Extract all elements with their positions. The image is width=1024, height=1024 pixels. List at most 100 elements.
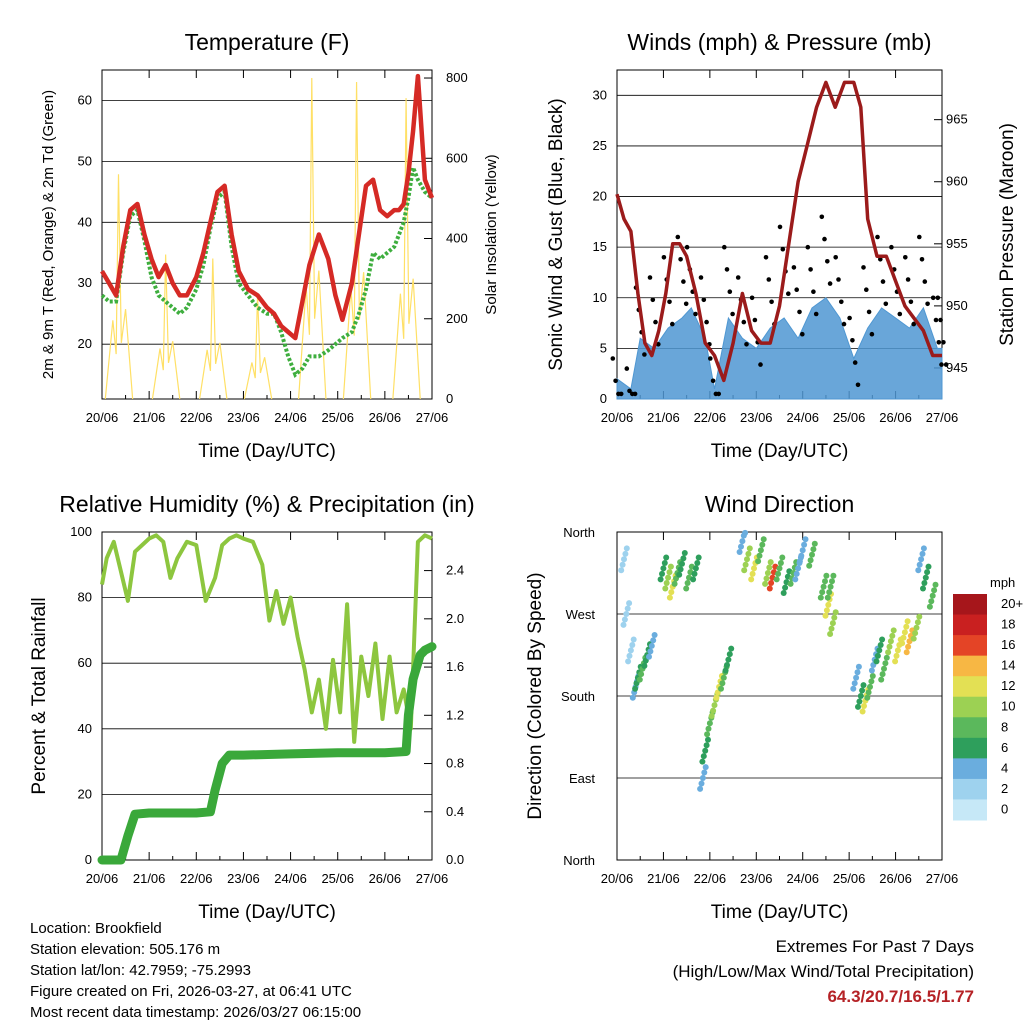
direction-point (625, 658, 632, 665)
gust-point (698, 275, 704, 280)
gust-point (905, 277, 911, 282)
gust-point (684, 244, 690, 250)
gust-point (861, 265, 866, 270)
humidity-ytick-label: 60 (78, 655, 92, 670)
direction-point (694, 560, 701, 566)
gust-point (724, 267, 730, 272)
direction-point (868, 678, 875, 685)
gust-point (819, 214, 825, 220)
direction-point (822, 612, 829, 619)
direction-point (918, 556, 925, 563)
direction-point (855, 663, 862, 670)
direction-point (671, 580, 678, 587)
gust-point (941, 340, 946, 345)
direction-point (881, 665, 887, 672)
direction-point (913, 624, 920, 631)
direction-point (699, 775, 706, 781)
colorbar-swatch (953, 717, 987, 739)
direction-point (684, 580, 691, 586)
colorbar-label: 16 (1001, 637, 1015, 652)
gust-point (647, 275, 653, 280)
extremes-box: Extremes For Past 7 Days (High/Low/Max W… (673, 934, 974, 1009)
gust-point (943, 362, 949, 367)
colorbar-label: 0 (1001, 801, 1008, 816)
gust-point (749, 295, 755, 301)
direction-point (680, 555, 687, 562)
direction-xtick-label: 21/06 (647, 871, 680, 886)
winds-xtick-label: 21/06 (647, 410, 680, 425)
direction-point (623, 545, 630, 552)
direction-point (861, 703, 867, 709)
direction-point (626, 652, 633, 659)
direction-xtick-label: 23/06 (740, 871, 773, 886)
winds-xtick-label: 24/06 (786, 410, 819, 425)
winds-y2tick-label: 965 (946, 112, 968, 127)
direction-point (806, 562, 813, 569)
winds-xtick-label: 20/06 (601, 410, 634, 425)
gust-point (919, 257, 925, 262)
gust-point (938, 317, 943, 323)
gust-point (642, 352, 647, 357)
winds-y2tick-label: 955 (946, 236, 968, 251)
direction-point (827, 631, 834, 637)
direction-xtick-label: 26/06 (879, 871, 912, 886)
temperature-y2label: Solar Insolation (Yellow) (483, 154, 500, 314)
gust-point (939, 362, 944, 367)
gust-point (805, 244, 811, 250)
direction-point (638, 671, 645, 678)
direction-point (703, 742, 710, 749)
temperature-xtick-label: 27/06 (416, 410, 449, 425)
gust-point (847, 315, 852, 321)
direction-point (627, 647, 634, 654)
direction-point (683, 585, 690, 592)
direction-point (924, 569, 931, 576)
extremes-title: Extremes For Past 7 Days (775, 937, 974, 956)
direction-point (762, 580, 769, 587)
gust-point (908, 299, 914, 305)
gust-point (656, 342, 661, 347)
direction-point (830, 572, 837, 579)
temperature-ytick-label: 60 (78, 92, 92, 107)
direction-point (736, 549, 743, 555)
direction-point (708, 713, 715, 719)
direction-point (925, 563, 932, 570)
direction-point (887, 638, 894, 645)
direction-xtick-label: 20/06 (601, 871, 634, 886)
colorbar-label: 6 (1001, 740, 1008, 755)
direction-point (636, 676, 643, 683)
temperature-y2tick-label: 400 (446, 231, 468, 246)
humidity-y2tick-label: 2.0 (446, 611, 464, 626)
gust-point (794, 287, 799, 293)
direction-point (795, 565, 802, 572)
direction-point (775, 570, 782, 577)
direction-point (828, 625, 835, 632)
direction-point (659, 570, 665, 577)
colorbar-swatch (953, 696, 987, 718)
direction-point (922, 574, 929, 581)
direction-point (904, 618, 911, 625)
direction-point (855, 703, 861, 710)
gust-point (766, 277, 772, 282)
direction-point (877, 642, 884, 648)
direction-point (801, 541, 808, 548)
direction-point (914, 619, 921, 626)
humidity-xtick-label: 20/06 (86, 871, 119, 886)
gust-point (800, 331, 805, 337)
direction-title: Wind Direction (705, 491, 855, 517)
direction-point (711, 702, 718, 709)
winds-ytick-label: 5 (600, 340, 607, 355)
gust-point (930, 295, 936, 301)
direction-point (825, 601, 832, 608)
solar-insolation-spike (392, 98, 421, 400)
direction-point (700, 753, 707, 760)
colorbar-swatch (953, 614, 987, 636)
gust-point (935, 295, 941, 301)
station-elevation: Station elevation: 505.176 m (30, 941, 221, 958)
direction-point (893, 652, 900, 659)
winds-ytick-label: 25 (593, 138, 607, 153)
solar-insolation-spike (104, 174, 134, 400)
winds-ytick-label: 10 (593, 290, 607, 305)
direction-point (910, 635, 917, 642)
direction-point (787, 580, 794, 587)
direction-point (820, 583, 827, 590)
